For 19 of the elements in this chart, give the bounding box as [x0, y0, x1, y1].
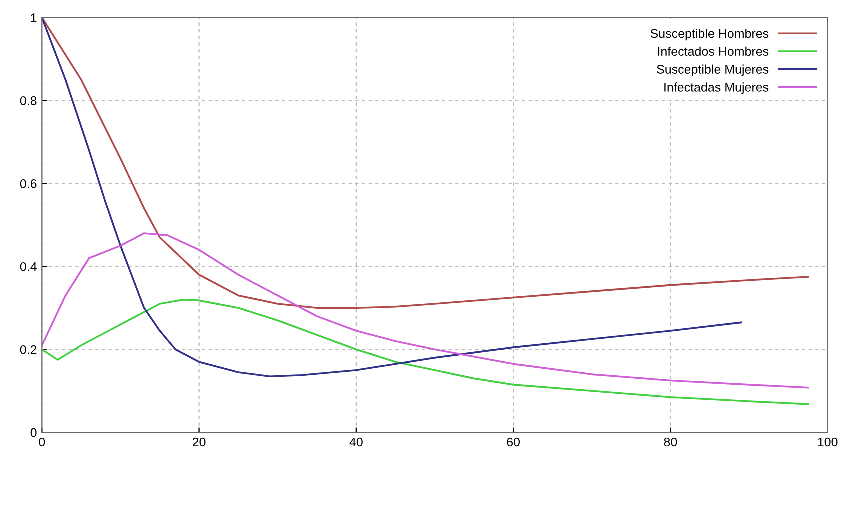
x-tick-label: 60 [507, 438, 520, 447]
y-tick-label: 0.4 [20, 262, 37, 272]
legend-label: Susceptible Hombres [650, 28, 769, 41]
y-tick-label: 0.2 [20, 345, 37, 354]
x-tick-label: 20 [192, 438, 206, 447]
legend-label: Infectadas Mujeres [664, 82, 769, 94]
x-tick-label: 100 [818, 438, 838, 447]
legend-label: Susceptible Mujeres [657, 64, 769, 76]
y-tick-label: 0 [30, 428, 37, 438]
y-tick-label: 0.6 [20, 179, 37, 188]
line-series [42, 232, 810, 389]
line-series [42, 298, 810, 406]
x-tick-label: 40 [350, 438, 363, 447]
x-tick-label: 0 [39, 438, 46, 447]
y-tick-label: 1 [31, 14, 37, 22]
line-series [42, 18, 810, 310]
legend-label: Infectados Hombres [658, 46, 769, 56]
y-tick-label: 0.8 [20, 96, 37, 106]
x-tick-label: 80 [664, 438, 678, 447]
